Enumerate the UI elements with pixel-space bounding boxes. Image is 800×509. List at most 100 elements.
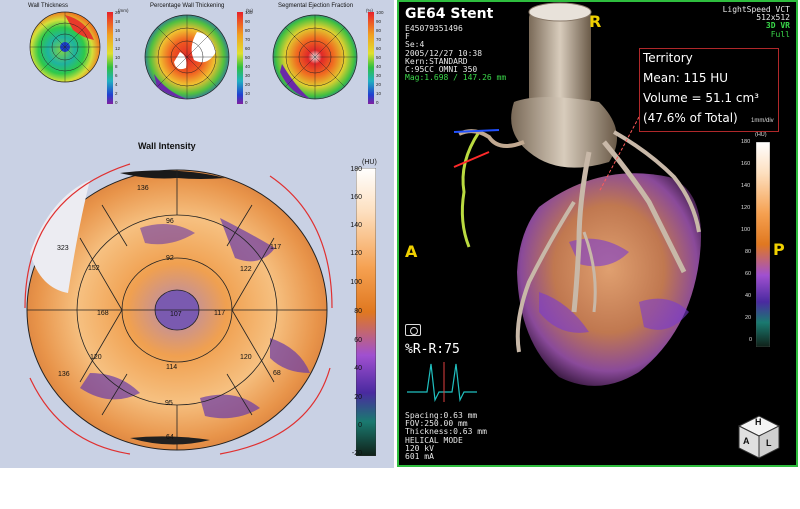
colorbar-tick: 180 (350, 166, 362, 173)
colorbar-tick: 120 (741, 205, 751, 211)
segment-value: 120 (90, 354, 102, 361)
segment-value: 92 (166, 255, 174, 262)
segment-value: 120 (240, 354, 252, 361)
mini-title: Percentage Wall Thickening (150, 3, 225, 9)
orientation-cube[interactable] (735, 412, 783, 460)
colorbar-tick: 40 (745, 293, 752, 299)
scale-label: 1mm/div (751, 118, 774, 124)
render-mode[interactable]: 3D VR (765, 21, 790, 31)
heart-render[interactable] (399, 2, 796, 465)
segment-value: 95 (165, 400, 173, 407)
tick: 80 (376, 28, 382, 33)
tick: 100 (376, 10, 384, 15)
orientation-cube-icon[interactable]: A H L (735, 412, 783, 460)
rr-interval[interactable]: %R-R:75 (405, 342, 460, 357)
colorbar-unit: (HU) (362, 159, 377, 166)
bullseye-wall-thickness (29, 11, 101, 83)
tick: 60 (245, 46, 251, 51)
tick: 10 (376, 91, 382, 96)
tick: 4 (115, 82, 118, 87)
wall-intensity-bullseye (24, 163, 333, 455)
tick: 50 (376, 55, 382, 60)
acq-line: Spacing:0.63 mm (405, 411, 478, 420)
segment-value: 64 (166, 434, 174, 441)
tick: 6 (115, 73, 118, 78)
tick: 50 (245, 55, 251, 60)
orient-left: A (405, 242, 418, 261)
hu-colorbar (756, 142, 770, 347)
analysis-panel: Wall Thickness (mm) (0, 0, 394, 468)
segment-value: 96 (166, 218, 174, 225)
tick: 18 (115, 19, 121, 24)
camera-icon[interactable] (405, 324, 421, 336)
colorbar-tick: 80 (354, 308, 362, 315)
colorbar-tick: 100 (350, 279, 362, 286)
scan-info: E45079351496 F Se:4 2005/12/27 10:38 Ker… (405, 24, 507, 83)
colorbar-tick: 20 (354, 394, 362, 401)
tick: 30 (376, 73, 382, 78)
info-line: C:95CC OMNI 350 (405, 65, 478, 75)
scanner-line: 512x512 (756, 13, 790, 23)
segment-value: 136 (58, 371, 70, 378)
tick: 70 (245, 37, 251, 42)
colorbar-tick: 100 (741, 227, 751, 233)
mini-unit: (mm) (118, 8, 129, 13)
territory-volume: Volume = 51.1 cm³ (643, 91, 759, 105)
tick: 0 (245, 100, 248, 105)
mini-title: Segmental Ejection Fraction (278, 3, 354, 9)
tick: 8 (115, 64, 118, 69)
segment-value: 168 (97, 310, 109, 317)
colorbar-tick: 0 (749, 337, 753, 343)
info-line: 2005/12/27 10:38 (405, 48, 483, 58)
segment-value: 68 (273, 370, 281, 377)
tick: 12 (115, 46, 121, 51)
cube-face-label: H (755, 417, 762, 427)
acq-line: Thickness:0.63 mm (405, 427, 487, 437)
info-mag: Mag:1.698 / 147.26 mm (405, 73, 507, 83)
tick: 0 (376, 100, 379, 105)
viewer-title: GE64 Stent (405, 6, 494, 22)
colorbar-tick: 20 (745, 315, 752, 321)
info-line: E45079351496 (405, 24, 463, 33)
segment-value: 323 (57, 245, 69, 252)
colorbar-wall-thickening (237, 12, 243, 104)
colorbar-tick: 60 (354, 337, 362, 344)
vr-viewer[interactable]: GE64 Stent E45079351496 F Se:4 2005/12/2… (397, 0, 798, 467)
tick: 16 (115, 28, 121, 33)
acq-line: FOV:250.00 mm (405, 419, 468, 429)
cube-face-label: A (743, 436, 750, 446)
orient-right: P (773, 240, 785, 259)
segment-value: 117 (270, 244, 282, 251)
info-line: Kern:STANDARD (405, 56, 468, 66)
tick: 100 (245, 10, 253, 15)
wall-intensity-colorbar (356, 168, 376, 456)
colorbar-tick: 120 (350, 250, 362, 257)
colorbar-wall-thickness (107, 12, 113, 104)
tick: 0 (115, 100, 118, 105)
acq-line: HELICAL MODE (405, 435, 463, 445)
colorbar-tick: 60 (745, 271, 752, 277)
tick: 10 (115, 55, 121, 60)
orient-top: R (589, 12, 602, 31)
colorbar-tick: 80 (745, 249, 752, 255)
territory-percent: (47.6% of Total) (643, 111, 738, 125)
colorbar-tick: -20 (351, 450, 362, 457)
tick: 80 (245, 28, 251, 33)
info-line: Se:4 (405, 40, 425, 50)
territory-title: Territory (643, 51, 693, 65)
cube-face-label: L (766, 438, 772, 448)
tick: 30 (245, 73, 251, 78)
segment-value: 114 (166, 364, 178, 371)
tick: 70 (376, 37, 382, 42)
colorbar-ejection-fraction (368, 12, 374, 104)
tick: 14 (115, 37, 121, 42)
acq-line: 120 kV (405, 443, 434, 453)
acquisition-info: Spacing:0.63 mm FOV:250.00 mm Thickness:… (405, 411, 487, 461)
render-mode-detail: Full (770, 29, 790, 39)
colorbar-tick: 0 (358, 422, 362, 429)
mini-unit: (%) (246, 8, 253, 13)
tick: 90 (376, 19, 382, 24)
info-line: F (405, 32, 410, 42)
tick: 20 (245, 82, 251, 87)
mini-unit: (%) (366, 8, 373, 13)
